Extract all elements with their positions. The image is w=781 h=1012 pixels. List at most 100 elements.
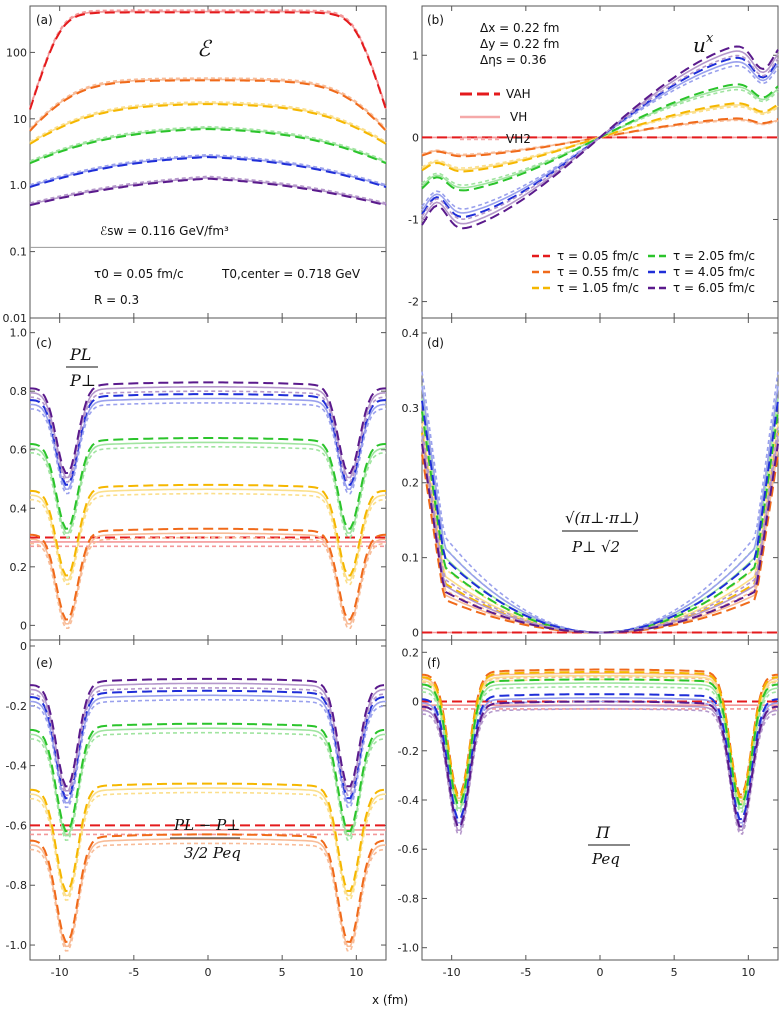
y-tick-label: 0 — [412, 627, 419, 640]
panel-b-dy-note: Δy = 0.22 fm — [480, 37, 559, 51]
panels-group: 0.010.11.010100-2-10100.20.40.60.81.000.… — [3, 5, 779, 979]
panel-a-tag: (a) — [36, 13, 53, 27]
vh-curve — [29, 787, 387, 897]
vh2-curve — [29, 791, 387, 901]
y-tick-label: 0.4 — [402, 327, 420, 340]
x-tick-label: 0 — [597, 966, 604, 979]
legend-tau-1-label: τ = 0.55 fm/c — [557, 265, 639, 279]
vh-curve — [421, 435, 779, 634]
vah-curve — [421, 671, 779, 799]
vah-curve — [29, 722, 387, 833]
vh-curve — [29, 78, 387, 131]
vh2-curve — [421, 427, 779, 634]
vh2-curve — [29, 390, 387, 483]
x-tick-label: 10 — [741, 966, 755, 979]
vh-curve — [29, 386, 387, 479]
panel-e-den: 3/2 Peq — [184, 844, 241, 862]
legend-tau-0-label: τ = 0.05 fm/c — [557, 249, 639, 263]
vh2-curve — [29, 687, 387, 797]
vh2-curve — [421, 708, 779, 835]
x-tick-label: 5 — [279, 966, 286, 979]
y-tick-label: -0.2 — [398, 745, 419, 758]
panel-b-quantity-sup: x — [706, 31, 714, 46]
panel-d-tag: (d) — [427, 336, 444, 350]
vh-curve — [29, 102, 387, 144]
vh-curve — [421, 682, 779, 809]
y-tick-label: 0.2 — [402, 646, 420, 659]
legend-tau-5-label: τ = 6.05 fm/c — [673, 281, 755, 295]
legend-vh-label: VH — [510, 110, 527, 124]
y-tick-label: 0 — [412, 131, 419, 144]
vh-curve — [29, 176, 387, 206]
y-tick-label: -1 — [408, 213, 419, 226]
y-tick-label: 0.3 — [402, 402, 420, 415]
vh-curve — [30, 488, 386, 581]
y-tick-label: 0.01 — [3, 312, 28, 325]
vh2-curve — [29, 125, 387, 162]
y-tick-label: 1.0 — [10, 327, 28, 340]
y-tick-label: 0.2 — [402, 477, 420, 490]
panel-c-den: P⊥ — [69, 371, 96, 390]
x-axis-label: x (fm) — [372, 993, 408, 1007]
y-tick-label: 0.6 — [10, 444, 28, 457]
vh2-curve — [29, 402, 387, 495]
vah-curve — [29, 381, 387, 475]
y-tick-label: 10 — [13, 113, 27, 126]
vah-curve — [29, 177, 387, 207]
panel-a-tau0-note: τ0 = 0.05 fm/c — [94, 267, 184, 281]
vh-curve — [421, 697, 779, 824]
vah-curve — [29, 155, 387, 189]
x-tick-label: 5 — [671, 966, 678, 979]
panel-f-num: Π — [595, 823, 611, 842]
panel-b-quantity: u — [693, 33, 706, 57]
panel-frame — [421, 317, 779, 641]
legend-vah-label: VAH — [506, 87, 531, 101]
vh-curve — [29, 155, 387, 187]
vh2-curve — [29, 9, 387, 108]
vh2-curve — [29, 731, 387, 842]
legend-tau-4-label: τ = 4.05 fm/c — [673, 265, 755, 279]
panel-frame — [421, 639, 779, 961]
vh2-curve — [29, 175, 387, 204]
vah-curve — [421, 443, 779, 634]
y-tick-label: -0.8 — [398, 892, 419, 905]
y-tick-label: 0.2 — [10, 561, 28, 574]
panel-a-esw-note: ℰsw = 0.116 GeV/fm³ — [100, 224, 229, 238]
vh2-curve — [29, 77, 387, 130]
y-tick-label: 0.1 — [402, 552, 420, 565]
vh-curve — [29, 838, 387, 948]
vh-curve — [29, 694, 387, 804]
vh2-curve — [29, 153, 387, 186]
vh-curve — [29, 532, 387, 625]
vh2-curve — [30, 492, 386, 586]
vh-curve — [29, 727, 387, 837]
vh-curve — [29, 441, 387, 534]
y-tick-label: 0.4 — [10, 502, 28, 515]
y-tick-label: 0.1 — [10, 246, 28, 259]
y-tick-label: -0.4 — [6, 760, 27, 773]
vah-curve — [421, 411, 779, 634]
vah-curve — [29, 483, 387, 577]
vah-curve — [29, 689, 387, 800]
vah-curve — [29, 527, 387, 621]
legend-tau-3-label: τ = 2.05 fm/c — [673, 249, 755, 263]
vh-curve — [421, 674, 779, 802]
y-tick-label: -1.0 — [6, 939, 27, 952]
vh-curve — [29, 397, 387, 491]
legend-vh2-label: VH2 — [506, 132, 531, 146]
panel-b-dx-note: Δx = 0.22 fm — [480, 21, 559, 35]
y-tick-label: -0.6 — [398, 843, 419, 856]
vh-curve — [421, 704, 779, 832]
panel-a-quantity: ℰ — [197, 37, 213, 62]
y-tick-label: -2 — [408, 296, 419, 309]
vh2-curve — [29, 101, 387, 143]
vh2-curve — [29, 446, 387, 539]
x-tick-label: -5 — [520, 966, 531, 979]
panel-f-den: Peq — [591, 850, 620, 868]
y-tick-label: -1.0 — [398, 942, 419, 955]
vh2-curve — [30, 536, 386, 630]
vh2-curve — [29, 699, 387, 809]
vh-curve — [29, 682, 387, 792]
vah-curve — [29, 437, 387, 530]
vah-curve — [421, 700, 779, 828]
